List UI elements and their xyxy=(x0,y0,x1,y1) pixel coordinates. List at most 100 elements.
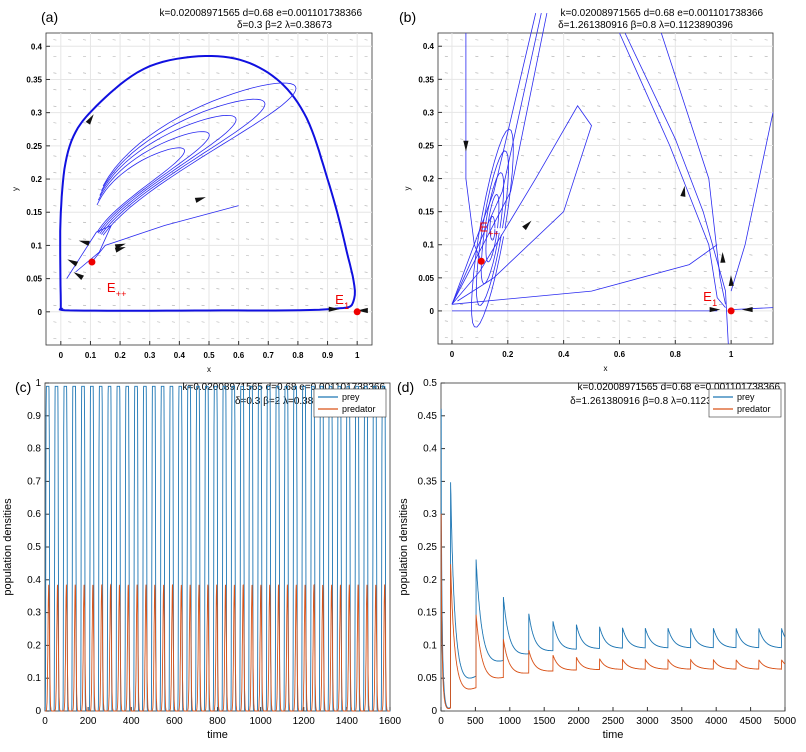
vector-field-arrow xyxy=(305,172,309,174)
vector-field-arrow xyxy=(444,155,448,157)
vector-field-arrow xyxy=(216,338,220,340)
vector-field-arrow xyxy=(275,89,279,91)
vector-field-arrow xyxy=(216,238,220,240)
y-tick-label: 0.15 xyxy=(26,208,42,217)
vector-field-arrow xyxy=(520,221,525,223)
vector-field-arrow xyxy=(597,122,601,124)
vector-field-arrow xyxy=(688,270,692,273)
vector-field-arrow xyxy=(612,304,616,306)
vector-field-arrow xyxy=(97,72,101,74)
vector-field-arrow xyxy=(536,39,540,41)
vector-field-arrow xyxy=(260,321,264,323)
vector-field-arrow xyxy=(275,271,279,273)
y-tick-label: 0.3 xyxy=(31,109,43,118)
vector-field-arrow xyxy=(688,204,692,206)
vector-field-arrow xyxy=(566,72,570,74)
x-axis-label: time xyxy=(603,729,624,741)
vector-field-arrow xyxy=(53,338,57,340)
vector-field-arrow xyxy=(334,155,338,157)
legend-label-prey: prey xyxy=(342,392,360,402)
vector-field-arrow xyxy=(201,122,205,124)
vector-field-arrow xyxy=(764,237,768,239)
trajectory xyxy=(465,33,482,262)
vector-field-arrow xyxy=(520,320,525,322)
vector-field-arrow xyxy=(334,105,338,107)
vector-field-arrow xyxy=(566,337,570,339)
vector-field-arrow xyxy=(171,72,175,74)
vector-field-arrow xyxy=(97,39,101,41)
vector-field-arrow xyxy=(597,270,601,273)
vector-field-arrow xyxy=(597,39,601,41)
x-tick-label: 2500 xyxy=(602,716,625,727)
vector-field-arrow xyxy=(97,205,101,207)
vector-field-arrow xyxy=(490,105,494,107)
vector-field-arrow xyxy=(658,320,662,322)
vector-field-arrow xyxy=(127,72,131,74)
vector-field-arrow xyxy=(201,205,205,207)
vector-field-arrow xyxy=(566,304,570,306)
vector-field-arrow xyxy=(82,205,87,207)
arrowhead xyxy=(114,243,126,250)
vector-field-arrow xyxy=(734,122,738,124)
y-axis-label: y xyxy=(403,187,412,191)
vector-field-arrow xyxy=(612,254,616,256)
vector-field-arrow xyxy=(53,321,57,323)
legend xyxy=(313,388,387,418)
vector-field-arrow xyxy=(658,221,662,223)
vector-field-arrow xyxy=(231,105,235,107)
vector-field-arrow xyxy=(157,288,161,290)
vector-field-arrow xyxy=(364,288,368,290)
vector-field-arrow xyxy=(734,55,738,57)
vector-field-arrow xyxy=(673,204,677,206)
vector-field-arrow xyxy=(673,221,677,223)
vector-field-arrow xyxy=(460,188,464,190)
vector-field-arrow xyxy=(275,55,279,58)
equilibrium-label: E xyxy=(335,292,344,307)
vector-field-arrow xyxy=(749,155,753,157)
vector-field-arrow xyxy=(520,188,525,190)
vector-field-arrow xyxy=(460,320,464,322)
vector-field-arrow xyxy=(718,254,723,256)
vector-field-arrow xyxy=(597,304,601,306)
y-tick-label: 0.5 xyxy=(27,542,41,553)
vector-field-arrow xyxy=(171,55,175,58)
vector-field-arrow xyxy=(642,122,646,124)
vector-field-arrow xyxy=(551,88,555,91)
vector-field-arrow xyxy=(749,254,753,256)
vector-field-arrow xyxy=(520,287,525,289)
vector-field-arrow xyxy=(718,55,723,57)
series-line-prey xyxy=(440,408,786,709)
vector-field-arrow xyxy=(53,172,57,174)
vector-field-arrow xyxy=(53,188,57,190)
x-tick-label: 1000 xyxy=(250,716,273,727)
equilibrium-subscript: ++ xyxy=(488,228,499,238)
vector-field-arrow xyxy=(505,122,509,124)
vector-field-arrow xyxy=(97,172,101,174)
vector-field-arrow xyxy=(444,304,448,306)
vector-field-arrow xyxy=(82,221,87,223)
vector-field-arrow xyxy=(112,288,116,290)
equilibrium-point xyxy=(88,258,96,266)
vector-field-arrow xyxy=(718,304,723,306)
vector-field-arrow xyxy=(82,72,87,74)
vector-field-arrow xyxy=(157,172,161,174)
arrowhead xyxy=(85,114,94,125)
vector-field-arrow xyxy=(444,138,448,140)
vector-field-arrow xyxy=(627,221,631,223)
vector-field-arrow xyxy=(520,304,525,306)
vector-field-arrow xyxy=(364,89,368,91)
vector-field-arrow xyxy=(581,254,585,256)
vector-field-arrow xyxy=(688,39,692,41)
vector-field-arrow xyxy=(231,39,235,41)
vector-field-arrow xyxy=(581,237,585,239)
vector-field-arrow xyxy=(305,238,309,240)
vector-field-arrow xyxy=(216,89,220,91)
vector-field-arrow xyxy=(260,155,264,157)
vector-field-arrow xyxy=(475,188,479,190)
vector-field-arrow xyxy=(612,171,616,173)
vector-field-arrow xyxy=(112,205,116,207)
vector-field-arrow xyxy=(275,238,279,240)
y-tick-label: 0 xyxy=(431,706,437,717)
arrowhead xyxy=(73,272,84,281)
vector-field-arrow xyxy=(718,204,723,206)
